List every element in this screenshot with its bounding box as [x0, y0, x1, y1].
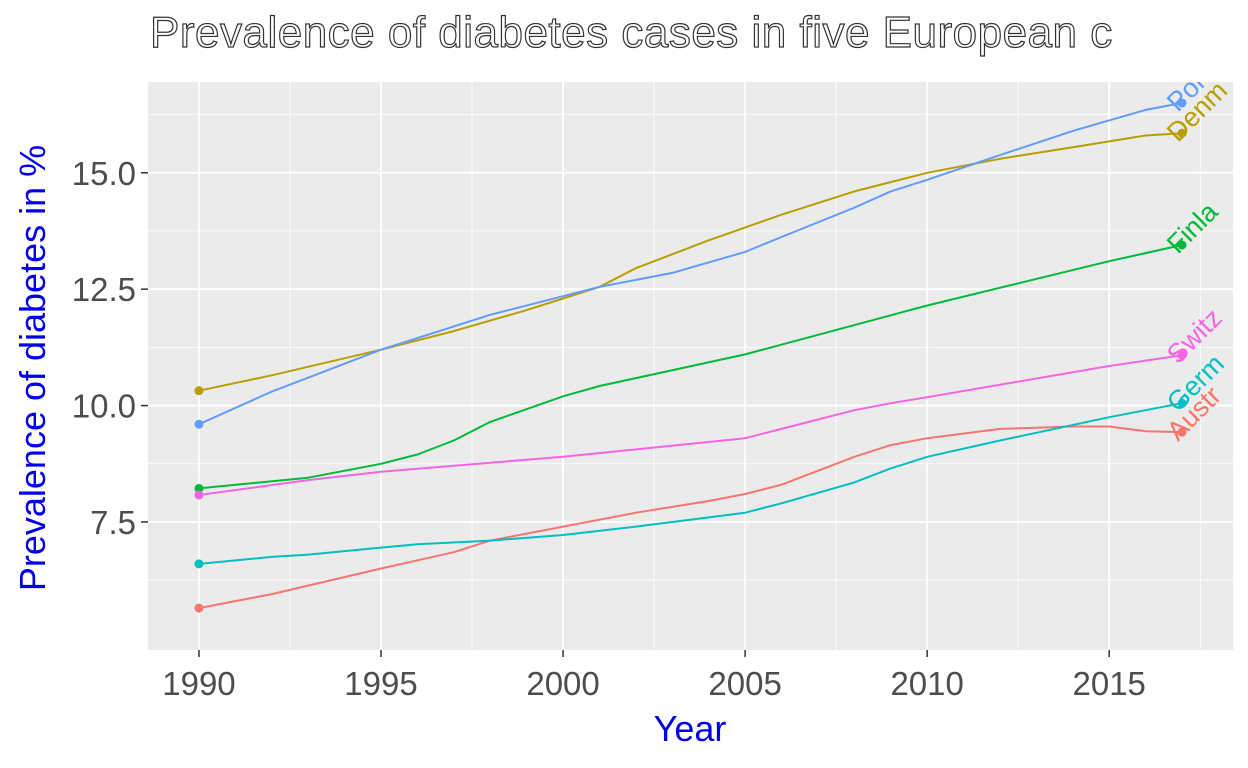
series-finland — [194, 240, 1187, 493]
series-point-end-finland — [1177, 240, 1187, 250]
chart-title: Prevalence of diabetes cases in five Eur… — [149, 7, 1113, 57]
x-tick-label: 2015 — [1072, 665, 1145, 702]
series-portugal — [194, 98, 1187, 429]
series-point-end-austria — [1177, 427, 1187, 437]
series-germany — [194, 398, 1187, 569]
series-point-start-austria — [194, 603, 204, 613]
grid-lines — [148, 82, 1233, 650]
series-denmark — [194, 128, 1187, 396]
series-line-denmark — [198, 132, 1183, 392]
x-tick-label: 2005 — [708, 665, 781, 702]
series-switzerland — [194, 350, 1187, 500]
series-point-start-portugal — [194, 419, 204, 429]
series-point-start-finland — [194, 483, 204, 493]
y-tick-label: 7.5 — [90, 504, 136, 541]
x-axis-title: Year — [653, 708, 727, 749]
series-line-austria — [198, 425, 1183, 610]
series-point-end-portugal — [1177, 98, 1187, 108]
series-line-portugal — [198, 102, 1183, 426]
y-tick-label: 15.0 — [72, 155, 136, 192]
series-point-start-denmark — [194, 386, 204, 396]
x-tick-label: 2010 — [890, 665, 963, 702]
series-point-end-switzerland — [1177, 350, 1187, 360]
series-point-end-denmark — [1177, 128, 1187, 138]
x-tick-label: 1995 — [344, 665, 417, 702]
y-tick-label: 10.0 — [72, 388, 136, 425]
axes: 1990 1995 2000 2005 2010 2015 7.5 10.0 12.5 15.0 — [72, 155, 1146, 702]
series-line-germany — [198, 402, 1183, 565]
x-tick-label: 1990 — [162, 665, 235, 702]
series-line-finland — [198, 244, 1183, 490]
x-tick-label: 2000 — [526, 665, 599, 702]
series-austria — [194, 425, 1187, 613]
y-tick-label: 12.5 — [72, 271, 136, 308]
series-point-end-germany — [1177, 398, 1187, 408]
series-point-start-switzerland — [194, 490, 204, 500]
series-layer — [194, 98, 1187, 613]
series-point-start-germany — [194, 559, 204, 569]
series-line-switzerland — [198, 354, 1183, 496]
y-axis-title: Prevalence of diabetes in % — [12, 144, 53, 592]
